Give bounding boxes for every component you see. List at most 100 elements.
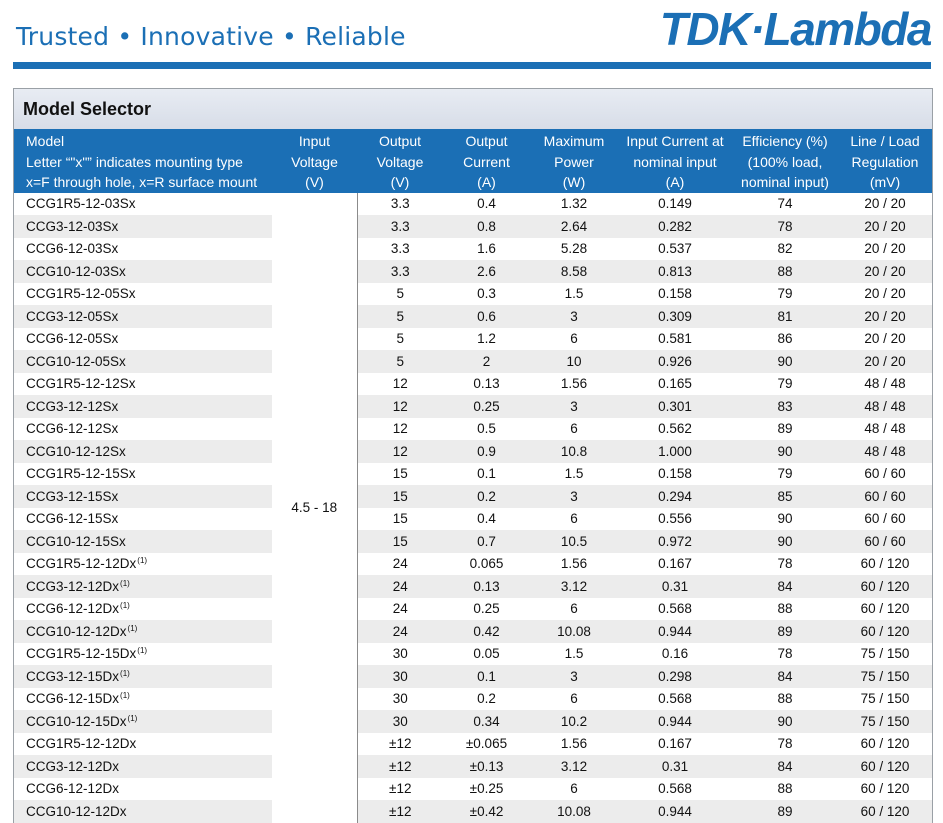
power-cell: 1.5 [564, 646, 584, 662]
output-voltage-cell: 24 [356, 597, 443, 620]
output-current-cell: 1.2 [477, 331, 496, 347]
output-voltage-cell: 12 [356, 440, 443, 463]
efficiency-cell: 89 [732, 620, 838, 643]
page-header: Trusted • Innovative • Reliable TDK·Lamb… [0, 0, 943, 70]
column-header-line: Efficiency (%) [742, 133, 828, 149]
model-cell: CCG1R5-12-12Dx(1) [14, 553, 272, 576]
output-current-cell: 0.13 [473, 376, 500, 392]
output-current-cell: 0.34 [443, 710, 530, 733]
model-cell: CCG10-12-03Sx [14, 260, 272, 283]
table-row: CCG1R5-12-03Sx 4.5 - 18 3.3 0.4 1.32 0.149 74 2… [14, 192, 932, 823]
power-cell: 6 [570, 781, 578, 797]
power-cell: 3 [530, 395, 618, 418]
efficiency-cell: 78 [732, 215, 838, 238]
footnote-marker: (1) [120, 668, 130, 678]
power-cell: 1.56 [560, 736, 588, 752]
model-cell: CCG6-12-12Dx [14, 778, 272, 801]
output-current-cell: 0.8 [443, 215, 530, 238]
table-row: CCG1R5-12-15Dx(1) 30 0.05 1.5 0.16 78 75 / 150 [14, 642, 932, 665]
input-current-cell: 0.562 [658, 421, 692, 437]
model-name: CCG10-12-03Sx [26, 263, 126, 279]
model-name: CCG10-12-12Dx [26, 803, 127, 819]
output-voltage-cell: 24 [356, 552, 443, 575]
model-cell: CCG10-12-12Sx [14, 440, 272, 463]
input-current-cell: 0.301 [618, 395, 732, 418]
output-voltage-cell: 24 [356, 620, 443, 643]
input-current-cell: 0.309 [618, 305, 732, 328]
power-cell: 6 [570, 691, 578, 707]
footnote-marker: (1) [120, 691, 130, 701]
efficiency-cell: 88 [777, 781, 793, 797]
regulation-cell: 48 / 48 [838, 395, 932, 418]
regulation-cell: 60 / 120 [860, 781, 910, 797]
power-cell: 1.56 [560, 376, 588, 392]
input-current-cell: 0.158 [658, 286, 692, 302]
efficiency-cell: 83 [732, 395, 838, 418]
table-row: CCG10-12-05Sx 5 2 10 0.926 90 20 / 20 [14, 350, 932, 373]
model-name: CCG6-12-12Dx [26, 601, 120, 617]
model-cell: CCG10-12-05Sx [14, 350, 272, 373]
regulation-cell: 20 / 20 [864, 196, 906, 212]
output-current-cell: 0.1 [477, 466, 496, 482]
output-voltage-cell: 15 [356, 462, 443, 485]
output-current-cell: 1.6 [477, 241, 496, 257]
input-current-cell: 0.282 [618, 215, 732, 238]
input-current-cell: 0.31 [618, 755, 732, 778]
efficiency-cell: 90 [732, 440, 838, 463]
output-current-cell: 0.1 [443, 665, 530, 688]
power-cell: 3 [530, 485, 618, 508]
efficiency-cell: 78 [777, 736, 793, 752]
column-header-input-current: Input Current at nominal input (A) [618, 129, 732, 193]
efficiency-cell: 84 [732, 665, 838, 688]
input-current-cell: 0.581 [658, 331, 692, 347]
table-row: CCG3-12-05Sx 5 0.6 3 0.309 81 20 / 20 [14, 305, 932, 328]
model-name: CCG10-12-12Dx [26, 623, 127, 639]
output-voltage-cell: ±12 [356, 732, 443, 755]
regulation-cell: 60 / 60 [864, 511, 906, 527]
regulation-cell: 60 / 60 [864, 466, 906, 482]
output-voltage-cell: 15 [356, 485, 443, 508]
column-header-line: nominal input) [741, 174, 829, 190]
column-header-line: x=F through hole, x=R surface mount [26, 174, 258, 190]
table-row: CCG3-12-15Sx 15 0.2 3 0.294 85 60 / 60 [14, 485, 932, 508]
column-header-line: Voltage [291, 153, 338, 170]
column-header-line: Output [465, 133, 508, 149]
table-row: CCG1R5-12-12Dx ±12 ±0.065 1.56 0.167 78 60 / 1… [14, 732, 932, 755]
model-name: CCG3-12-12Sx [26, 398, 119, 414]
output-voltage-cell: 12 [356, 417, 443, 440]
model-name: CCG1R5-12-12Dx [26, 556, 137, 572]
column-header-output-voltage: Output Voltage (V) [357, 129, 443, 193]
input-current-cell: 0.167 [658, 736, 692, 752]
table-row: CCG6-12-15Dx(1) 30 0.2 6 0.568 88 75 / 150 [14, 687, 932, 711]
efficiency-cell: 86 [777, 331, 793, 347]
regulation-cell: 20 / 20 [864, 241, 906, 257]
column-header-line: Model [26, 133, 65, 149]
regulation-cell: 75 / 150 [838, 710, 932, 733]
output-voltage-cell: 3.3 [356, 215, 443, 238]
model-cell: CCG6-12-15Dx(1) [14, 688, 272, 711]
column-header-input-voltage: Input Voltage (V) [272, 129, 357, 193]
model-cell: CCG10-12-15Sx [14, 530, 272, 553]
table-row: CCG3-12-03Sx 3.3 0.8 2.64 0.282 78 20 / 20 [14, 215, 932, 238]
output-voltage-cell: 12 [356, 372, 443, 395]
output-voltage-cell: ±12 [356, 800, 443, 823]
column-header-line: (100% load, [747, 153, 823, 170]
regulation-cell: 20 / 20 [838, 215, 932, 238]
table-row: CCG6-12-05Sx 5 1.2 6 0.581 86 20 / 20 [14, 327, 932, 350]
model-name: CCG6-12-12Dx [26, 781, 120, 797]
column-header-line: (W) [562, 174, 586, 190]
model-name: CCG6-12-03Sx [26, 241, 119, 257]
column-header-line: Input Current at [626, 133, 724, 149]
column-header-line: (A) [477, 174, 496, 190]
input-current-cell: 0.556 [658, 511, 692, 527]
regulation-cell: 60 / 120 [860, 601, 910, 617]
output-current-cell: 2.6 [443, 260, 530, 283]
table-row: CCG1R5-12-12Dx(1) 24 0.065 1.56 0.167 78 60 / … [14, 552, 932, 576]
table-row: CCG10-12-12Sx 12 0.9 10.8 1.000 90 48 / 48 [14, 440, 932, 463]
footnote-marker: (1) [137, 646, 148, 656]
column-header-efficiency: Efficiency (%) (100% load, nominal input) [732, 129, 838, 193]
efficiency-cell: 90 [732, 710, 838, 733]
output-voltage-cell: 30 [356, 665, 443, 688]
footnote-marker: (1) [127, 713, 138, 723]
efficiency-cell: 89 [777, 421, 793, 437]
